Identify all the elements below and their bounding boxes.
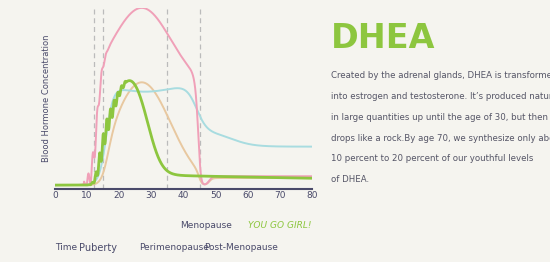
Text: in large quantities up until the age of 30, but then: in large quantities up until the age of … <box>331 113 548 122</box>
Text: DHEA: DHEA <box>331 22 435 55</box>
Text: Time: Time <box>55 243 77 252</box>
Text: Perimenopause: Perimenopause <box>139 243 209 252</box>
Text: Puberty: Puberty <box>79 243 117 253</box>
Y-axis label: Blood Hormone Concentration: Blood Hormone Concentration <box>42 35 51 162</box>
Text: 10 percent to 20 percent of our youthful levels: 10 percent to 20 percent of our youthful… <box>331 154 533 163</box>
Text: Post-Menopause: Post-Menopause <box>205 243 278 252</box>
Text: drops like a rock.By age 70, we synthesize only about: drops like a rock.By age 70, we synthesi… <box>331 134 550 143</box>
Text: YOU GO GIRL!: YOU GO GIRL! <box>249 221 312 230</box>
Text: into estrogen and testosterone. It’s produced naturally: into estrogen and testosterone. It’s pro… <box>331 92 550 101</box>
Text: Menopause: Menopause <box>180 221 232 230</box>
Text: of DHEA.: of DHEA. <box>331 175 369 184</box>
Text: Created by the adrenal glands, DHEA is transformed: Created by the adrenal glands, DHEA is t… <box>331 71 550 80</box>
